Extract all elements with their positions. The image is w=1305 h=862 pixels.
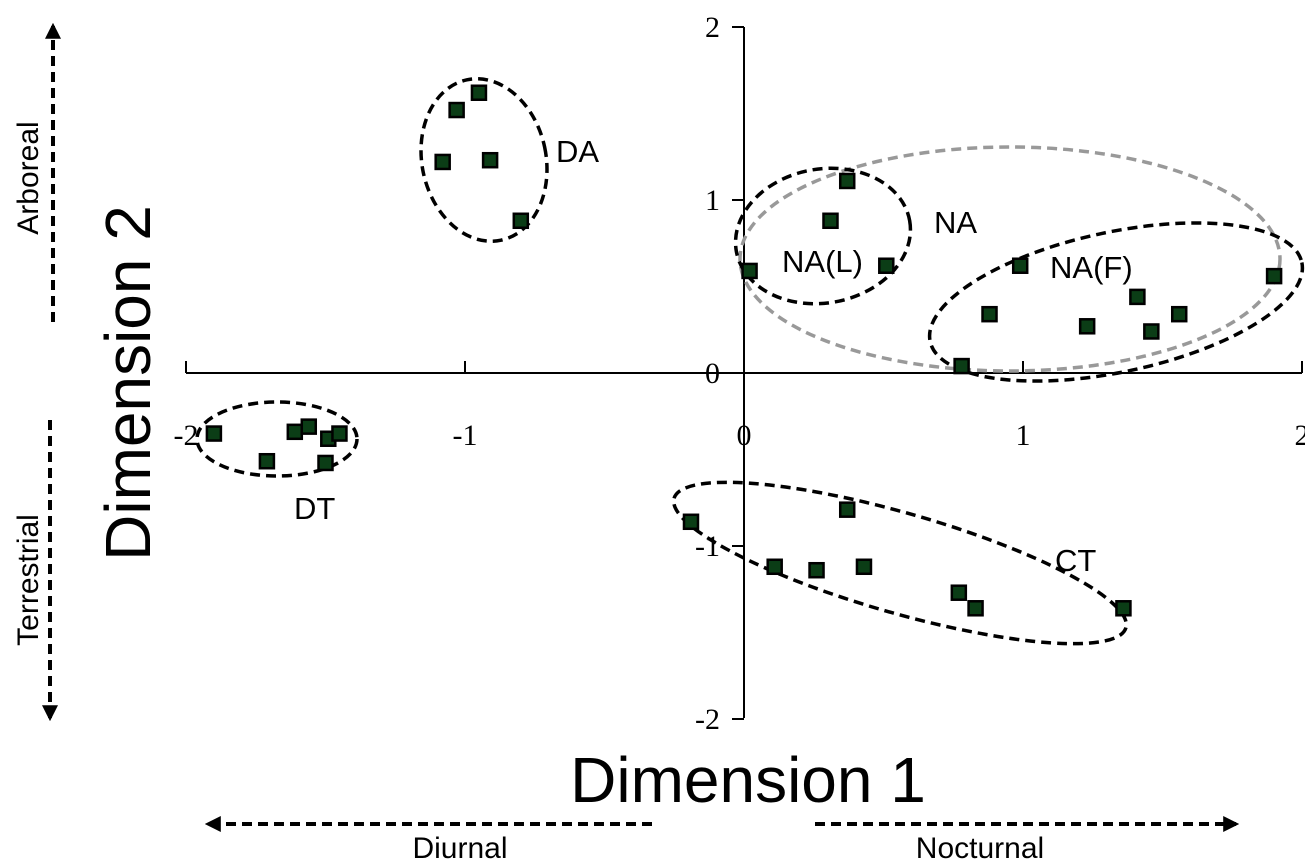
ellipse-nal [733,166,913,306]
group-label-naf: NA(F) [1050,250,1133,285]
direction-arrows [42,22,1240,832]
x-tick-label: 1 [1016,419,1031,452]
label-arboreal: Arboreal [12,121,45,234]
data-point [682,513,700,531]
data-point [838,172,856,190]
data-point [808,561,825,579]
data-point [258,452,276,470]
data-point [1265,267,1283,285]
data-point [1078,318,1096,335]
ellipse-na [738,145,1282,373]
y-tick-label: 1 [705,184,720,217]
data-point [1143,323,1160,340]
label-diurnal: Diurnal [412,832,507,862]
group-ellipses [195,77,1305,646]
data-point [981,305,998,323]
group-label-da: DA [556,134,599,169]
data-point [855,558,873,576]
data-point [967,600,984,617]
data-point [470,84,488,101]
y-tick-label: 2 [705,11,720,44]
x-tick-label: 0 [737,419,752,452]
data-point [1011,257,1029,274]
data-point [838,501,856,518]
y-tick-label: -1 [695,530,720,563]
data-points [205,84,1283,617]
data-point [512,212,530,230]
data-point [317,454,334,472]
ellipse-ct [671,480,1129,646]
data-point [878,257,895,274]
data-point [1115,600,1132,617]
x-tick-label: 2 [1295,419,1305,452]
y-tick-label: -2 [695,703,720,736]
group-labels: DA NA NA(L) NA(F) DT CT [294,134,1133,578]
label-terrestrial: Terrestrial [12,514,45,646]
x-tick-label: -2 [174,419,199,452]
x-ticks: -2 -1 0 1 2 [174,361,1305,452]
data-point [822,212,839,230]
y-axis-title: Dimension 2 [92,205,164,561]
x-tick-label: -1 [453,419,478,452]
label-nocturnal: Nocturnal [916,832,1044,862]
group-label-ct: CT [1055,543,1096,578]
x-axis-title: Dimension 1 [570,744,926,816]
data-point [741,262,758,280]
data-point [953,357,970,375]
data-point [481,151,499,169]
y-ticks: 2 1 0 -1 -2 [695,11,744,736]
data-point [950,584,968,601]
group-label-nal: NA(L) [782,244,863,279]
group-label-na: NA [934,205,977,240]
data-point [300,418,318,435]
data-point [205,425,223,442]
data-point [286,423,304,441]
data-point [1129,288,1146,306]
data-point [331,425,348,442]
ellipse-dt [195,400,359,478]
data-point [1170,305,1188,323]
ellipse-da [419,77,549,243]
y-tick-label: 0 [705,357,720,390]
group-label-dt: DT [294,491,335,526]
data-point [448,101,465,119]
data-point [434,153,451,171]
data-point [766,558,783,576]
